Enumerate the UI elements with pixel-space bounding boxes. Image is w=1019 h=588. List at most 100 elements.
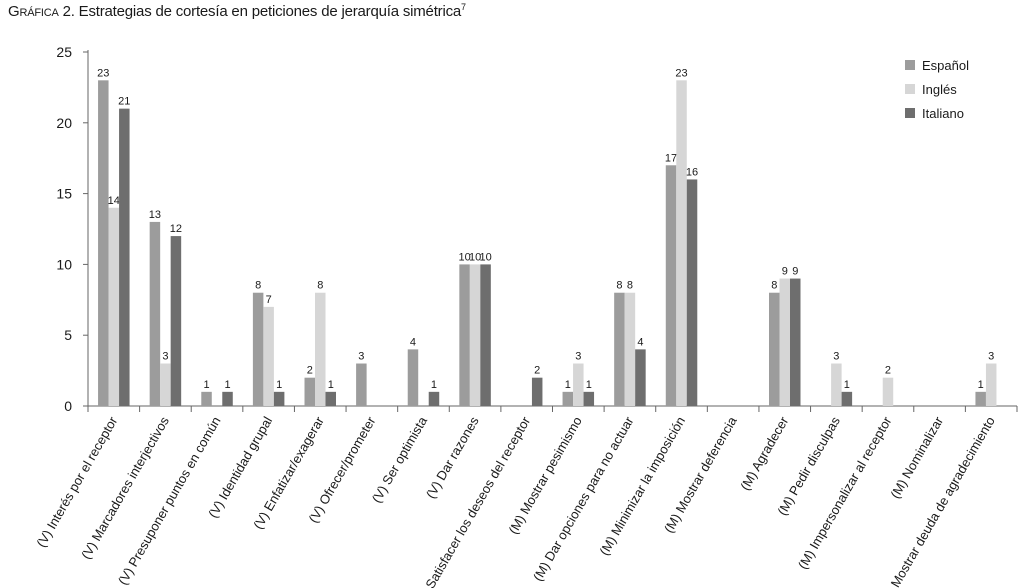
- data-label: 8: [627, 280, 633, 292]
- data-label: 1: [276, 379, 282, 391]
- bar: [676, 80, 687, 406]
- bar: [686, 179, 698, 406]
- bar: [831, 363, 842, 406]
- bar: [635, 349, 646, 406]
- bar: [273, 391, 285, 406]
- bar: [882, 377, 894, 406]
- legend-label: Español: [922, 58, 969, 73]
- x-tick-label: (M) Impersonalizar al receptor: [795, 413, 895, 571]
- chart-title-text: 2. Estrategias de cortesía en peticiones…: [62, 3, 462, 20]
- bar: [119, 108, 130, 406]
- bar: [480, 264, 491, 406]
- bar: [459, 264, 470, 406]
- bar: [108, 207, 120, 406]
- x-tick-label: (V) Marcadores interjectivos: [78, 414, 172, 562]
- data-label: 4: [637, 336, 643, 348]
- bar: [531, 377, 543, 406]
- data-label: 3: [833, 351, 839, 363]
- bar: [665, 165, 677, 406]
- legend-label: Italiano: [922, 106, 964, 121]
- data-label: 2: [307, 365, 313, 377]
- bar: [356, 363, 367, 406]
- data-label: 7: [266, 294, 272, 306]
- data-label: 8: [616, 280, 622, 292]
- data-label: 3: [358, 351, 364, 363]
- data-label: 10: [458, 251, 470, 263]
- bar: [304, 377, 315, 406]
- data-label: 3: [162, 351, 168, 363]
- data-label: 10: [469, 251, 481, 263]
- bar: [562, 391, 574, 406]
- data-label: 8: [317, 280, 323, 292]
- bar: [779, 278, 790, 406]
- chart-title: Gráfica 2. Estrategias de cortesía en pe…: [8, 2, 466, 20]
- data-label: 9: [782, 266, 788, 278]
- data-label: 1: [431, 379, 437, 391]
- data-label: 3: [575, 351, 581, 363]
- data-label: 1: [224, 379, 230, 391]
- x-tick-label: (M) Dar opciones para no actuar: [530, 413, 637, 583]
- y-tick-label: 0: [64, 398, 72, 414]
- data-label: 10: [479, 251, 491, 263]
- data-label: 13: [149, 209, 161, 221]
- y-tick-label: 5: [64, 327, 72, 343]
- bar: [583, 391, 595, 406]
- x-tick-label: (M) Nominalizar: [887, 413, 946, 501]
- bar: [469, 264, 481, 406]
- legend-swatch: [905, 60, 915, 70]
- y-tick-label: 10: [56, 256, 72, 272]
- bar: [985, 363, 997, 406]
- data-label: 1: [328, 379, 334, 391]
- data-label: 16: [686, 166, 698, 178]
- legend-swatch: [905, 84, 915, 94]
- bar: [407, 349, 419, 406]
- data-label: 12: [170, 223, 182, 235]
- bar: [170, 236, 182, 406]
- x-tick-label: (M) Mostrar deuda de agradecimiento: [876, 414, 998, 588]
- legend-swatch: [905, 108, 915, 118]
- chart-title-note: 7: [461, 2, 466, 12]
- y-tick-label: 15: [56, 186, 72, 202]
- x-tick-label: (V) Presuponer puntos en común: [115, 414, 224, 587]
- legend-label: Inglés: [922, 82, 957, 97]
- x-tick-label: (V) Satisfacer los deseos del receptor: [412, 413, 534, 588]
- bar: [573, 363, 584, 406]
- data-label: 1: [978, 379, 984, 391]
- bar: [790, 278, 801, 406]
- data-label: 1: [586, 379, 592, 391]
- data-label: 2: [534, 365, 540, 377]
- bar: [624, 292, 636, 406]
- data-label: 14: [108, 195, 120, 207]
- bar: [222, 391, 233, 406]
- data-label: 2: [885, 365, 891, 377]
- data-label: 3: [988, 351, 994, 363]
- data-label: 1: [844, 379, 850, 391]
- data-label: 23: [97, 67, 109, 79]
- data-label: 8: [255, 280, 261, 292]
- bar: [325, 391, 336, 406]
- x-tick-label: (M) Agradecer: [737, 413, 792, 492]
- bar: [160, 363, 171, 406]
- bar: [315, 292, 326, 406]
- chart-title-lead: Gráfica: [8, 3, 59, 20]
- y-tick-label: 25: [56, 44, 72, 60]
- data-label: 17: [665, 152, 677, 164]
- bar: [149, 221, 161, 406]
- bar: [201, 391, 212, 406]
- data-label: 9: [792, 266, 798, 278]
- data-label: 4: [410, 336, 416, 348]
- x-tick-label: (V) Ser optimista: [369, 413, 431, 505]
- bar: [98, 80, 109, 406]
- data-label: 23: [675, 67, 687, 79]
- data-label: 8: [771, 280, 777, 292]
- bar: [975, 391, 986, 406]
- bar: [428, 391, 440, 406]
- bar: [252, 292, 264, 406]
- bar: [614, 292, 625, 406]
- data-label: 21: [118, 96, 130, 108]
- y-tick-label: 20: [56, 115, 72, 131]
- data-label: 1: [565, 379, 571, 391]
- data-label: 1: [203, 379, 209, 391]
- bar: [263, 306, 274, 406]
